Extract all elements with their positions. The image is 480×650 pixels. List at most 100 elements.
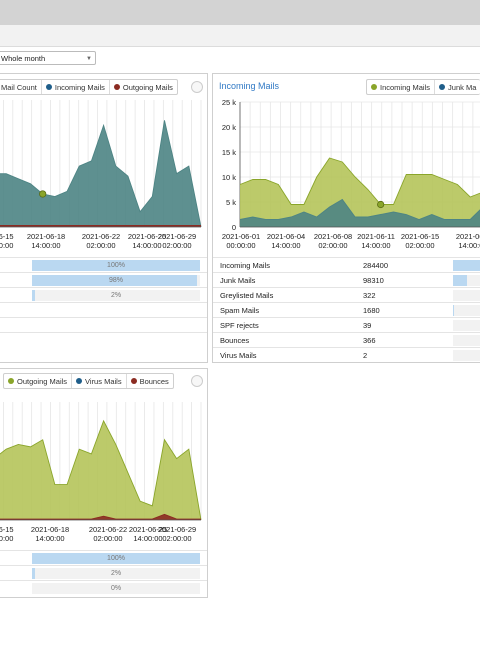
series-line-0 <box>239 157 480 205</box>
x-tick-label: 00:00:00 <box>226 241 255 250</box>
legend-item-incoming-mails[interactable]: Incoming Mails <box>367 80 436 94</box>
series-line-1 <box>239 198 480 220</box>
stats-row: 98% <box>0 272 207 287</box>
stats-row: 100% <box>0 550 207 565</box>
legend-label: Incoming Mails <box>54 82 105 92</box>
legend-item-virus-mails[interactable]: Virus Mails <box>72 374 127 388</box>
mail-count-chart: 06-1500:002021-06-1814:00:002021-06-2202… <box>0 100 202 250</box>
y-tick-label: 10 k <box>222 173 236 182</box>
x-tick-label: 2021-06-04 <box>267 232 305 241</box>
sub-navigation-bar <box>0 25 480 47</box>
x-tick-label: 02:00:00 <box>318 241 347 250</box>
mail-count-legend: Mail Count Incoming Mails Outgoing Mails <box>0 79 178 95</box>
stats-bar-label: 100% <box>107 555 125 562</box>
stats-bar: 98% <box>32 275 200 286</box>
stats-bar-fill <box>32 260 200 271</box>
x-tick-label: 2021-06-18 <box>31 525 69 534</box>
stats-bar: 100% <box>32 553 200 564</box>
stats-bar <box>453 260 480 271</box>
stats-bar-fill <box>32 290 36 301</box>
x-tick-label: 14:00:00 <box>361 241 390 250</box>
stats-bar <box>453 275 480 286</box>
x-tick-label: 14:00:00 <box>271 241 300 250</box>
legend-item-outgoing-mails[interactable]: Outgoing Mails <box>4 374 73 388</box>
x-tick-label: 2021-06-22 <box>82 232 120 241</box>
stats-bar-label: 98% <box>108 277 123 284</box>
stats-label: Bounces <box>220 335 250 345</box>
stats-bar-fill <box>32 568 36 579</box>
x-tick-label: 2021-06-25 <box>128 232 166 241</box>
stats-label: Virus Mails <box>220 350 257 360</box>
x-tick-label: 14:00:00 <box>133 534 162 543</box>
period-select-value: Whole month <box>1 54 46 63</box>
x-tick-label: 14:00:00 <box>458 241 480 250</box>
stats-row-empty <box>0 332 207 347</box>
stats-bar: 2% <box>32 568 200 579</box>
legend-label: Incoming Mails <box>380 82 431 92</box>
x-tick-label: 02:00:00 <box>86 241 115 250</box>
stats-value: 284400 <box>363 260 389 270</box>
outgoing-mails-chart: 06-1500:00 2021-06-18 14:00:00 2021-06-22 02… <box>0 402 202 543</box>
legend-label: Bounces <box>139 376 169 386</box>
x-tick-label: 2021-06-25 <box>129 525 167 534</box>
stats-bar <box>453 305 480 316</box>
x-tick-label: 14:00:00 <box>31 241 60 250</box>
stats-bar-fill <box>32 553 200 564</box>
series-area-0 <box>0 420 201 520</box>
panel-title: Incoming Mails <box>219 81 280 91</box>
legend-item-mail-count[interactable]: Mail Count <box>0 80 42 94</box>
period-select[interactable]: Whole month ▼ <box>0 51 96 65</box>
x-tick-label: 06-15 <box>0 525 14 534</box>
chart-options-icon[interactable] <box>191 375 203 387</box>
stats-row: Incoming Mails 284400 <box>213 257 480 272</box>
legend-label: Outgoing Mails <box>122 82 173 92</box>
series-line-0 <box>0 120 202 228</box>
series-line-0 <box>0 419 202 521</box>
stats-value: 366 <box>363 335 376 345</box>
legend-label: Outgoing Mails <box>17 376 68 386</box>
stats-bar-label: 2% <box>110 292 122 299</box>
stats-bar <box>453 320 480 331</box>
x-tick-label: 2021-06-29 <box>158 525 196 534</box>
legend-item-bounces[interactable]: Bounces <box>127 374 173 388</box>
y-tick-label: 5 k <box>226 198 236 207</box>
incoming-mails-legend: Incoming Mails Junk Ma <box>366 79 480 95</box>
stats-bar <box>453 335 480 346</box>
x-tick-label: 02:00:00 <box>162 534 191 543</box>
stats-bar-fill <box>453 260 480 271</box>
x-tick-label: 14:00:00 <box>132 241 161 250</box>
hover-marker <box>39 190 47 198</box>
stats-row: Virus Mails 2 <box>213 347 480 362</box>
x-tick-label: 02:00:00 <box>405 241 434 250</box>
stats-bar-label: 100% <box>107 262 125 269</box>
y-tick-label: 0 <box>232 223 236 232</box>
stats-label: Greylisted Mails <box>220 290 274 300</box>
stats-row-empty <box>0 302 207 317</box>
series-line-1 <box>0 513 201 520</box>
stats-bar-fill <box>32 275 197 286</box>
legend-item-junk-mails[interactable]: Junk Ma <box>435 80 480 94</box>
x-tick-label: 00:00 <box>0 241 13 250</box>
x-tick-label: 06-15 <box>0 232 14 241</box>
legend-dot-icon <box>130 378 137 384</box>
stats-row: 100% <box>0 257 207 272</box>
chart-options-icon[interactable] <box>191 81 203 93</box>
stats-bar-label: 2% <box>110 570 122 577</box>
legend-label: Mail Count <box>1 82 37 92</box>
legend-dot-icon <box>76 378 83 384</box>
x-tick-label: 00:00 <box>0 534 13 543</box>
stats-row-empty <box>0 317 207 332</box>
legend-item-incoming-mails[interactable]: Incoming Mails <box>42 80 110 94</box>
stats-row: 2% <box>0 287 207 302</box>
stats-label: Incoming Mails <box>220 260 271 270</box>
stats-row: SPF rejects 39 <box>213 317 480 332</box>
x-tick-label: 2021-06-1 <box>456 232 480 241</box>
x-tick-label: 2021-06-22 <box>89 525 127 534</box>
legend-item-outgoing-mails[interactable]: Outgoing Mails <box>110 80 177 94</box>
x-tick-label: 2021-06-11 <box>357 232 395 241</box>
outgoing-mails-legend: Outgoing Mails Virus Mails Bounces <box>3 373 174 389</box>
legend-dot-icon <box>113 84 120 90</box>
stats-value: 2 <box>363 350 368 360</box>
stats-bar <box>453 290 480 301</box>
stats-row: Junk Mails 98310 <box>213 272 480 287</box>
